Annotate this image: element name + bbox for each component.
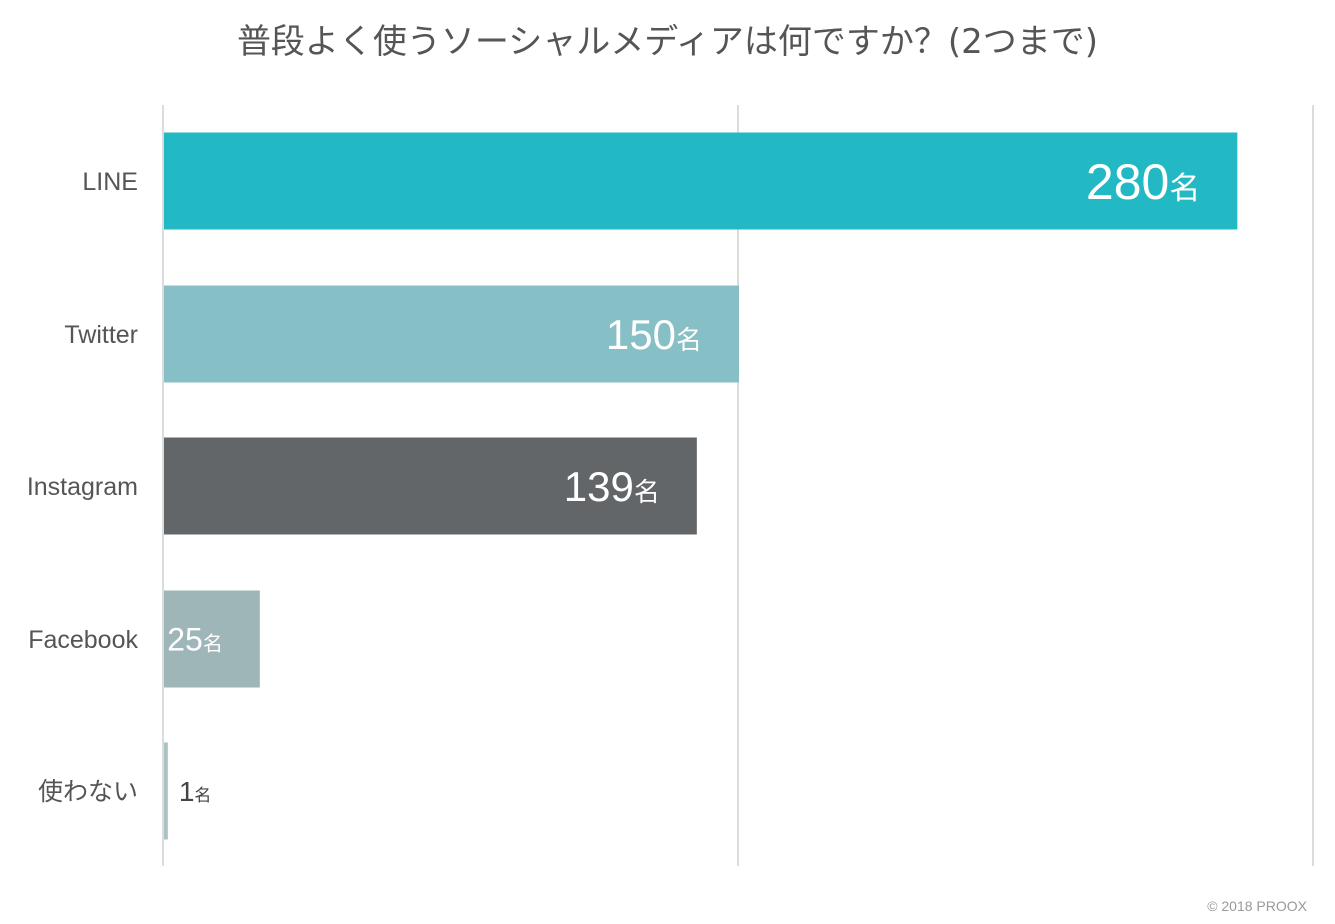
bar [164,437,697,535]
data-label: 25名 [167,622,223,658]
category-label: Twitter [64,321,138,349]
chart-title: 普段よく使うソーシャルメディアは何ですか？(2つまで) [236,22,1099,62]
copyright-credit: © 2018 PROOX [1207,898,1307,914]
bar [164,742,168,840]
category-label: Facebook [28,626,138,654]
bar [164,590,260,688]
data-label: 139名 [564,463,660,510]
data-label: 150名 [606,311,702,358]
category-label: Instagram [27,473,138,501]
category-label: 使わない [38,778,138,806]
data-label: 280名 [1086,154,1200,210]
data-label: 1名 [179,776,212,807]
bar [164,132,1238,230]
category-label: LINE [82,168,138,196]
bar [164,285,739,383]
